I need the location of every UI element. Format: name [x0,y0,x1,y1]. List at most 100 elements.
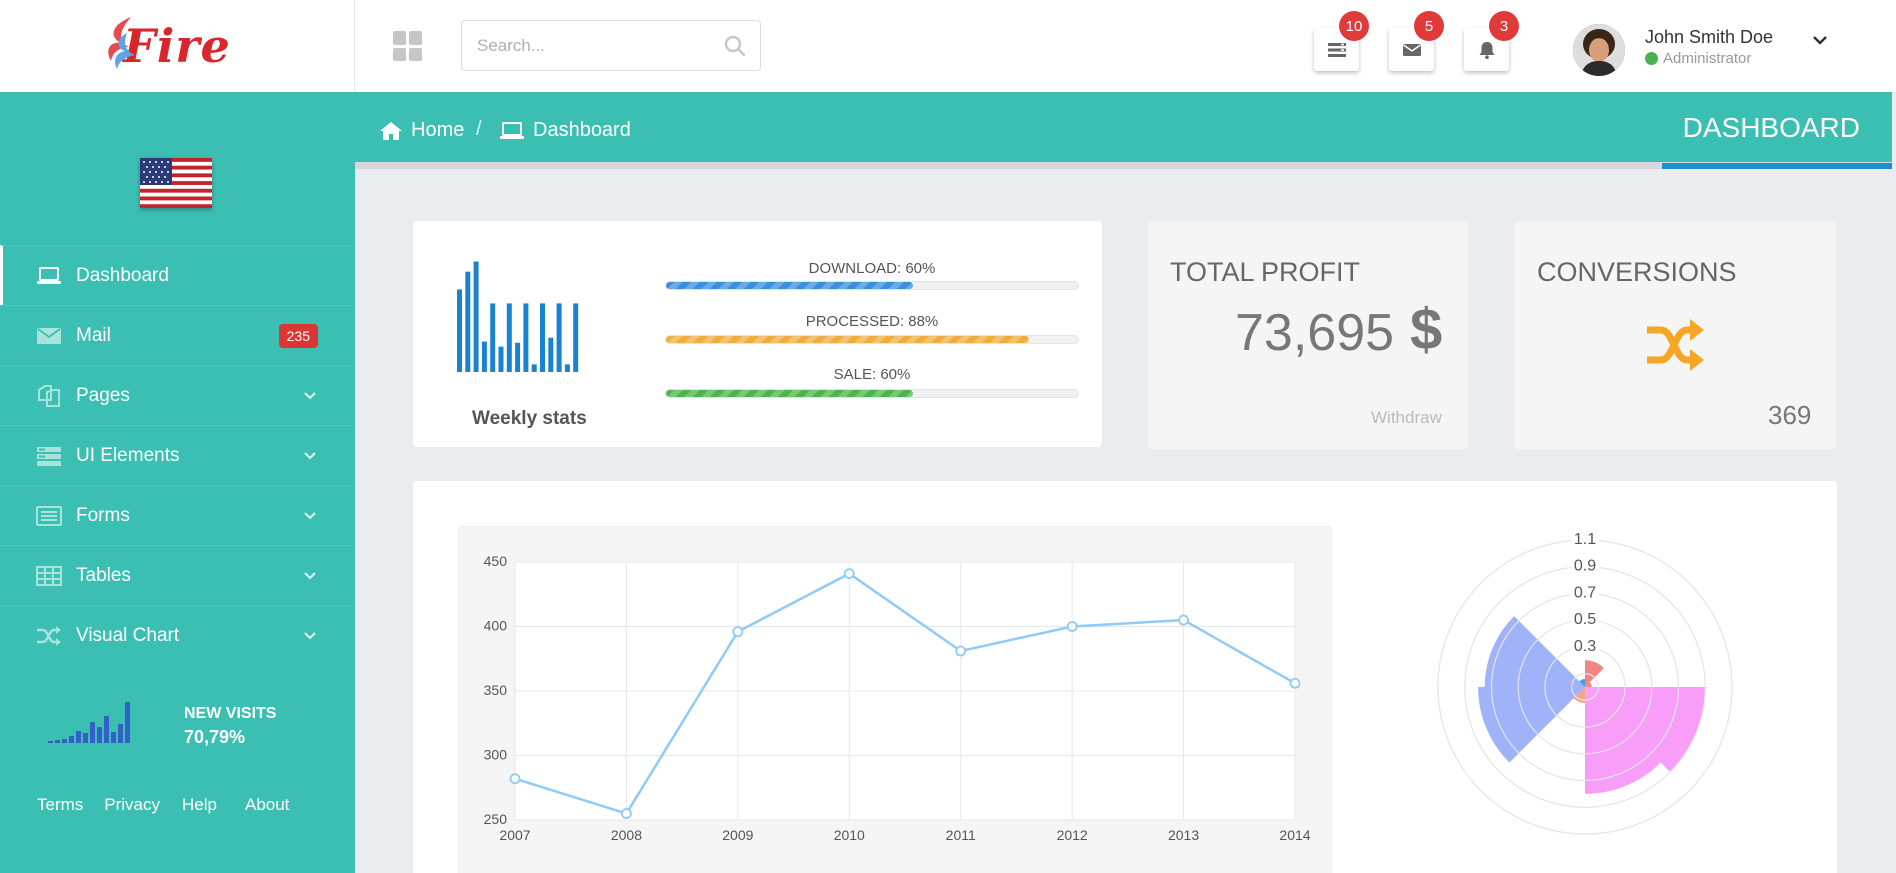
polar-tick-label: 0.9 [1574,558,1596,575]
weekly-bar [531,364,537,372]
messages-button[interactable]: 5 [1389,11,1444,71]
download-progress-bar [665,281,1079,290]
line-chart: 250 300 350 400 450 2007 2008 2009 2010 2011 2012 2… [484,553,1311,843]
y-tick-label: 350 [484,682,508,698]
chevron-down-icon [304,391,316,399]
withdraw-link[interactable]: Withdraw [1371,408,1442,427]
breadcrumb-current-label: Dashboard [533,119,631,141]
sidebar-footer-links: Terms Privacy Help About [37,795,289,815]
weekly-stats-bar-chart [457,261,579,372]
weekly-stats-label: Weekly stats [472,408,587,429]
flame-icon [108,17,136,69]
search-icon[interactable] [724,35,746,57]
download-progress-label: DOWNLOAD: 60% [808,260,936,277]
weekly-bar [564,364,570,372]
polar-tick-label: 1.1 [1574,531,1596,548]
mail-count-badge: 235 [278,323,318,348]
sidebar-menu: Dashboard Mail 235 Pages UI Elements [0,245,355,665]
apps-grid-button[interactable] [393,31,423,61]
sidebar-item-label: Mail [76,324,111,346]
sidebar-item-dashboard[interactable]: Dashboard [0,245,355,305]
weekly-bar [548,337,554,372]
sidebar-item-label: Dashboard [76,264,169,286]
x-tick-label: 2011 [946,827,976,843]
chevron-down-icon [304,571,316,579]
breadcrumb-home[interactable]: Home [379,119,464,142]
chevron-down-icon [304,511,316,519]
sale-progress-label: SALE: 60% [833,366,911,383]
weekly-bar [481,341,487,372]
footer-link-about[interactable]: About [244,795,290,814]
conversions-value: 369 [1768,400,1812,430]
new-visits-value: 70,79% [184,727,246,747]
form-icon [34,505,64,527]
total-profit-card [1147,221,1469,450]
x-tick-label: 2012 [1057,827,1088,843]
grid-cell [409,31,422,45]
grid-cell [393,47,406,61]
bell-icon [1479,41,1494,59]
download-progress-fill [666,282,914,289]
processed-progress-fill [666,336,1029,343]
breadcrumb-current[interactable]: Dashboard [499,119,631,142]
total-profit-title: TOTAL PROFIT [1170,257,1361,287]
weekly-bar [515,342,521,372]
sale-progress-fill [666,390,914,397]
sidebar-item-visual-chart[interactable]: Visual Chart [0,605,355,665]
polar-tick-backdrop [1571,637,1599,654]
processed-progress-bar [665,335,1079,344]
alerts-button[interactable]: 3 [1464,11,1519,71]
weekly-bar [540,303,545,372]
shuffle-icon [1647,319,1704,371]
layers-icon [34,445,64,467]
data-point [732,626,744,638]
logo-area[interactable]: Fire [0,0,355,92]
x-tick-label: 2008 [611,827,642,843]
breadcrumb-separator: / [476,118,482,140]
table-icon [34,565,64,587]
sidebar-item-tables[interactable]: Tables [0,545,355,605]
user-role-label: Administrator [1663,50,1752,67]
avatar[interactable] [1573,24,1625,76]
sidebar-item-label: Forms [76,504,130,526]
dollar-icon: $ [1410,297,1443,362]
weekly-bar [498,346,504,372]
processed-progress-label: PROCESSED: 88% [805,313,939,330]
polar-sector [1478,687,1585,763]
search-input[interactable] [462,21,702,70]
user-name[interactable]: John Smith Doe [1645,27,1774,47]
weekly-bar [523,303,529,372]
data-point [1289,677,1301,689]
sidebar-item-label: Visual Chart [76,624,180,646]
sidebar-item-forms[interactable]: Forms [0,485,355,545]
sidebar-item-pages[interactable]: Pages [0,365,355,425]
footer-link-terms[interactable]: Terms [37,795,84,814]
data-point [1178,614,1189,626]
sidebar-item-mail[interactable]: Mail 235 [0,305,355,365]
data-point [1066,621,1078,632]
y-tick-label: 400 [484,618,508,634]
chevron-down-icon[interactable] [1812,33,1828,47]
polar-tick-backdrop [1571,611,1599,628]
polar-sector [1585,660,1604,687]
chevron-down-icon [304,631,316,639]
footer-link-help[interactable]: Help [182,795,217,814]
y-tick-label: 300 [484,747,508,763]
laptop-icon [34,266,64,286]
footer-link-privacy[interactable]: Privacy [104,795,161,814]
us-flag-icon[interactable] [140,158,212,208]
polar-sector [1573,687,1585,704]
search-box [461,20,761,71]
header-accent-bar [1662,163,1892,169]
header-divider [355,162,1892,169]
polar-tick-label: 0.7 [1574,584,1596,601]
page-header: Home / Dashboard DASHBOARD [355,92,1892,162]
data-point [509,773,521,785]
sidebar-item-ui-elements[interactable]: UI Elements [0,425,355,485]
online-status-icon [1645,52,1658,65]
data-point [955,645,967,657]
tasks-button[interactable]: 10 [1314,11,1369,71]
laptop-icon [500,121,524,139]
polar-tick-backdrop [1571,531,1599,547]
sidebar-item-label: UI Elements [76,444,180,466]
